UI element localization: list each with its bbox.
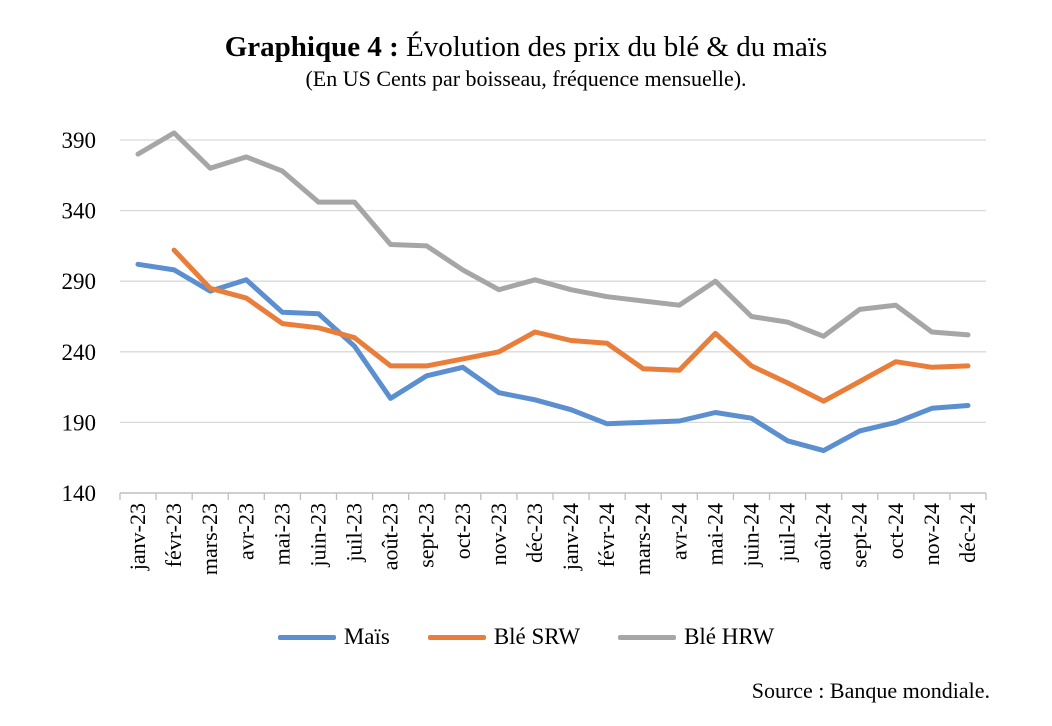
x-tick-label: avr-23: [233, 503, 258, 560]
legend-item-ble-hrw: Blé HRW: [618, 624, 774, 650]
y-tick-label: 390: [62, 128, 97, 153]
series-line-2: [135, 130, 971, 339]
x-tick-label: sept-24: [847, 503, 872, 568]
legend-label-ble-hrw: Blé HRW: [684, 624, 775, 649]
x-tick-label: mai-24: [702, 503, 727, 565]
gridlines: [120, 139, 986, 424]
x-tick-label: nov-24: [919, 503, 944, 565]
x-tick-label: août-23: [378, 503, 403, 570]
line-chart: 140 190 240 290 340 390 janv-23 févr-23 mars-23…: [62, 128, 987, 575]
source-note: Source : Banque mondiale.: [751, 678, 990, 703]
legend-item-mais: Maïs: [277, 624, 390, 650]
legend-swatch-ble-srw: [427, 634, 486, 640]
y-tick-label: 190: [62, 410, 97, 435]
chart-title-text: Évolution des prix du blé & du maïs: [406, 31, 828, 63]
x-tick-label: mai-23: [269, 503, 294, 565]
legend-swatch-ble-hrw: [618, 634, 677, 640]
x-tick-label: sept-23: [414, 503, 439, 568]
x-tick-label: oct-24: [883, 503, 908, 559]
x-tick-label: mars-23: [197, 503, 222, 575]
x-axis-labels: janv-23 févr-23 mars-23 avr-23 mai-23 juin-23…: [125, 503, 980, 575]
series-line-1: [171, 247, 971, 404]
x-tick-label: juil-23: [342, 503, 367, 563]
legend-label-ble-srw: Blé SRW: [493, 624, 581, 649]
x-tick-label: juin-23: [305, 503, 330, 568]
series-lines: [135, 130, 971, 454]
x-tick-label: juil-24: [775, 503, 800, 563]
x-tick-label: janv-24: [558, 503, 583, 571]
x-tick-label: déc-23: [522, 503, 547, 563]
y-axis-ticks: 140 190 240 290 340 390: [62, 128, 97, 506]
x-tick-label: févr-24: [594, 503, 619, 567]
x-tick-label: avr-24: [666, 503, 691, 560]
x-tick-label: mars-24: [630, 503, 655, 575]
chart-title: Graphique 4 : Évolution des prix du blé …: [0, 30, 1052, 64]
chart-subtitle: (En US Cents par boisseau, fréquence men…: [305, 66, 747, 91]
chart-title-bold: Graphique 4 :: [224, 31, 399, 63]
y-tick-label: 340: [62, 199, 97, 224]
x-tick-label: oct-23: [450, 503, 475, 559]
x-tick-label: janv-23: [125, 503, 150, 571]
x-tick-label: nov-23: [486, 503, 511, 565]
x-tick-label: août-24: [811, 503, 836, 570]
y-tick-label: 140: [62, 481, 97, 506]
x-axis: [119, 492, 987, 500]
x-tick-label: juin-24: [738, 503, 763, 568]
series-line-0: [135, 261, 971, 454]
x-tick-label: févr-23: [161, 503, 186, 567]
y-tick-label: 290: [62, 269, 97, 294]
legend: Maïs Blé SRW Blé HRW: [0, 624, 1052, 650]
legend-label-mais: Maïs: [343, 624, 390, 649]
y-tick-label: 240: [62, 340, 97, 365]
x-tick-label: déc-24: [955, 503, 980, 563]
legend-item-ble-srw: Blé SRW: [427, 624, 581, 650]
legend-swatch-mais: [277, 634, 336, 640]
